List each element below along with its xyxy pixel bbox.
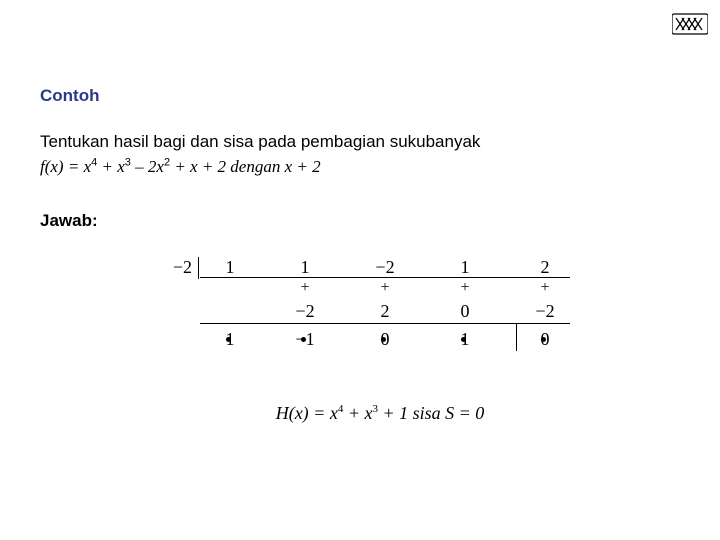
- divisor-value: −2: [158, 257, 192, 278]
- plus-4: +: [525, 279, 565, 297]
- res-mid: + x: [343, 403, 372, 423]
- coeff-2: −2: [365, 257, 405, 278]
- problem-text-1: Tentukan hasil bagi dan sisa pada pembag…: [40, 132, 480, 151]
- problem-statement: Tentukan hasil bagi dan sisa pada pembag…: [40, 130, 680, 179]
- coeff-3: 1: [445, 257, 485, 278]
- result-line: H(x) = x4 + x3 + 1 sisa S = 0: [170, 403, 590, 424]
- slide-content: Contoh Tentukan hasil bagi dan sisa pada…: [0, 0, 720, 424]
- poly-mid-1: + x: [97, 157, 125, 176]
- mul-4: −2: [525, 301, 565, 322]
- fx-label: f(x) = x: [40, 157, 91, 176]
- division-bracket: [198, 257, 199, 279]
- plus-3: +: [445, 279, 485, 297]
- coeff-4: 2: [525, 257, 565, 278]
- corner-logo-icon: [672, 8, 708, 38]
- coeff-1: 1: [285, 257, 325, 278]
- answer-heading: Jawab:: [40, 211, 680, 231]
- synthetic-division: −2 1 1 −2 1 2 + + + + −2 2 0 −2 1 −1 0 1…: [170, 257, 590, 387]
- coeff-0: 1: [210, 257, 250, 278]
- mul-3: 0: [445, 301, 485, 322]
- plus-2: +: [365, 279, 405, 297]
- remainder-divider: [516, 323, 517, 351]
- division-mid-line: [200, 323, 570, 324]
- res-tail: + 1 sisa S = 0: [378, 403, 484, 423]
- poly-mid-2: – 2x: [131, 157, 164, 176]
- mul-1: −2: [285, 301, 325, 322]
- hx-label: H(x) = x: [276, 403, 338, 423]
- plus-1: +: [285, 279, 325, 297]
- example-heading: Contoh: [40, 86, 680, 106]
- mul-2: 2: [365, 301, 405, 322]
- poly-tail: + x + 2 dengan x + 2: [170, 157, 321, 176]
